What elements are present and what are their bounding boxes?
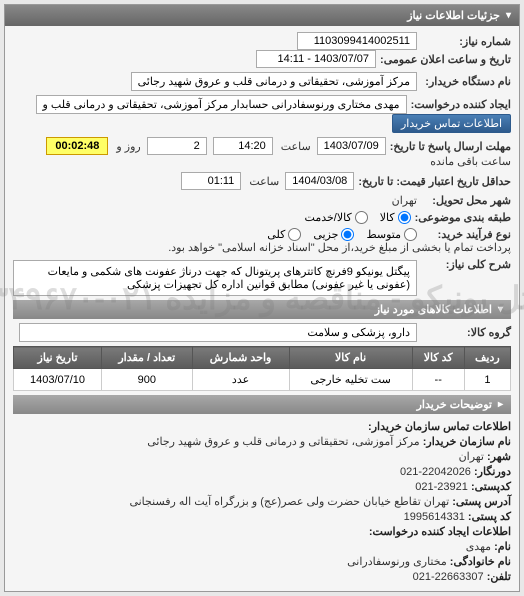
delivery-city-value: تهران (392, 194, 417, 207)
extra-desc-title: توضیحات خریدار (417, 398, 492, 411)
group-value: دارو، پزشکی و سلامت (19, 323, 417, 342)
announce-label: تاریخ و ساعت اعلان عمومی: (380, 53, 511, 66)
table-header-row: ردیف کد کالا نام کالا واحد شمارش تعداد /… (14, 347, 511, 369)
min-validity-date: 1404/03/08 (285, 172, 354, 190)
th-date: تاریخ نیاز (14, 347, 102, 369)
pack-radio-group: کالا کالا/خدمت (305, 211, 411, 224)
td-qty: 900 (102, 369, 192, 391)
desc-label: شرح کلی نیاز: (421, 258, 511, 271)
table-row[interactable]: 1 -- ست تخلیه خارجی عدد 900 1403/07/10 (14, 369, 511, 391)
creator-value: مهدی مختاری ورنوسفادرانی حسابدار مرکز آم… (36, 95, 407, 114)
deadline-label: مهلت ارسال پاسخ تا تاریخ: (390, 140, 511, 153)
buyer-device-label: نام دستگاه خریدار: (421, 75, 511, 88)
need-number-value: 1103099414002511 (297, 32, 417, 50)
main-panel-title: جزئیات اطلاعات نیاز (407, 9, 500, 22)
remain-days-label: روز و (116, 140, 140, 153)
deadline-time: 14:20 (213, 137, 273, 155)
lname-label: نام خانوادگی: (450, 556, 511, 568)
radio-koli[interactable]: کلی (267, 228, 301, 241)
td-row: 1 (464, 369, 510, 391)
org-label: نام سازمان خریدار: (423, 436, 511, 448)
remain-days: 2 (147, 137, 207, 155)
td-date: 1403/07/10 (14, 369, 102, 391)
org-value: مرکز آموزشی، تحقیقاتی و درمانی قلب و عرو… (147, 436, 419, 448)
td-code: -- (412, 369, 464, 391)
td-name: ست تخلیه خارجی (289, 369, 412, 391)
phone-value: 22663307-021 (413, 571, 484, 583)
fax-value: 22042026-021 (400, 466, 471, 478)
creator-label: ایجاد کننده درخواست: (411, 98, 511, 111)
city-value: تهران (459, 451, 484, 463)
collapse-icon: ▾ (498, 304, 503, 315)
collapse-icon: ▾ (506, 10, 511, 21)
phone-label: تلفن: (487, 571, 511, 583)
post-value: 23921-021 (415, 481, 468, 493)
th-code: کد کالا (412, 347, 464, 369)
buyer-device-value: مرکز آموزشی، تحقیقاتی و درمانی قلب و عرو… (131, 72, 417, 91)
radio-jozi[interactable]: جزیی (313, 228, 354, 241)
fax-label: دورنگار: (474, 466, 511, 478)
radio-motavaset-input[interactable] (404, 228, 417, 241)
collapse-icon: ▸ (498, 399, 503, 410)
announce-value: 1403/07/07 - 14:11 (256, 50, 376, 68)
min-validity-label: حداقل تاریخ اعتبار قیمت: تا تاریخ: (358, 175, 511, 188)
min-validity-time: 01:11 (181, 172, 241, 190)
post-label: کدپستی: (471, 481, 511, 493)
extra-desc-header[interactable]: ▸ توضیحات خریدار (13, 395, 511, 414)
radio-motavaset[interactable]: متوسط (366, 228, 417, 241)
name-value: مهدی (466, 541, 491, 553)
need-number-label: شماره نیاز: (421, 35, 511, 48)
natid-value: 1995614331 (404, 511, 465, 523)
deadline-time-label: ساعت (281, 140, 311, 153)
name-label: نام: (494, 541, 511, 553)
delivery-city-label: شهر محل تحویل: (421, 194, 511, 207)
lname-value: مختاری ورنوسفادرانی (347, 556, 447, 568)
radio-khadamat[interactable]: کالا/خدمت (305, 211, 368, 224)
addr-label: آدرس پستی: (452, 496, 511, 508)
deadline-date: 1403/07/09 (317, 137, 386, 155)
addr-value: تهران تقاطع خیابان حضرت ولی عصر(عج) و بز… (129, 496, 449, 508)
main-panel: ▾ جزئیات اطلاعات نیاز شماره نیاز: 110309… (4, 4, 520, 592)
proc-type-label: نوع فرآیند خرید: (421, 228, 511, 241)
items-header-title: اطلاعات کالاهای مورد نیاز (375, 303, 492, 316)
th-unit: واحد شمارش (192, 347, 289, 369)
radio-kala[interactable]: کالا (380, 211, 411, 224)
radio-koli-input[interactable] (288, 228, 301, 241)
th-qty: تعداد / مقدار (102, 347, 192, 369)
radio-khadamat-input[interactable] (355, 211, 368, 224)
city-label: شهر: (487, 451, 511, 463)
pack-label: طبقه بندی موضوعی: (415, 211, 511, 224)
buyer-info-header: اطلاعات تماس سازمان خریدار: (368, 421, 511, 433)
desc-box: پیگتل یونیکو 9فرنچ کاتترهای پریتونال که … (13, 260, 417, 296)
countdown-timer: 00:02:48 (46, 137, 108, 155)
items-sub-header[interactable]: ▾ اطلاعات کالاهای مورد نیاز (13, 300, 511, 319)
req-creator-header: اطلاعات ایجاد کننده درخواست: (369, 526, 511, 538)
radio-jozi-input[interactable] (341, 228, 354, 241)
radio-kala-input[interactable] (398, 211, 411, 224)
natid-label: کد پستی: (468, 511, 511, 523)
td-unit: عدد (192, 369, 289, 391)
contact-buyer-button[interactable]: اطلاعات تماس خریدار (392, 114, 511, 133)
items-table: ردیف کد کالا نام کالا واحد شمارش تعداد /… (13, 346, 511, 391)
min-validity-time-label: ساعت (249, 175, 279, 188)
main-panel-header[interactable]: ▾ جزئیات اطلاعات نیاز (5, 5, 519, 26)
proc-radio-group: متوسط جزیی کلی (267, 228, 417, 241)
th-row: ردیف (464, 347, 510, 369)
remain-suffix: ساعت باقی مانده (430, 155, 511, 168)
th-name: نام کالا (289, 347, 412, 369)
proc-note: پرداخت تمام یا بخشی از مبلغ خرید،از محل … (168, 241, 511, 254)
group-label: گروه کالا: (421, 326, 511, 339)
